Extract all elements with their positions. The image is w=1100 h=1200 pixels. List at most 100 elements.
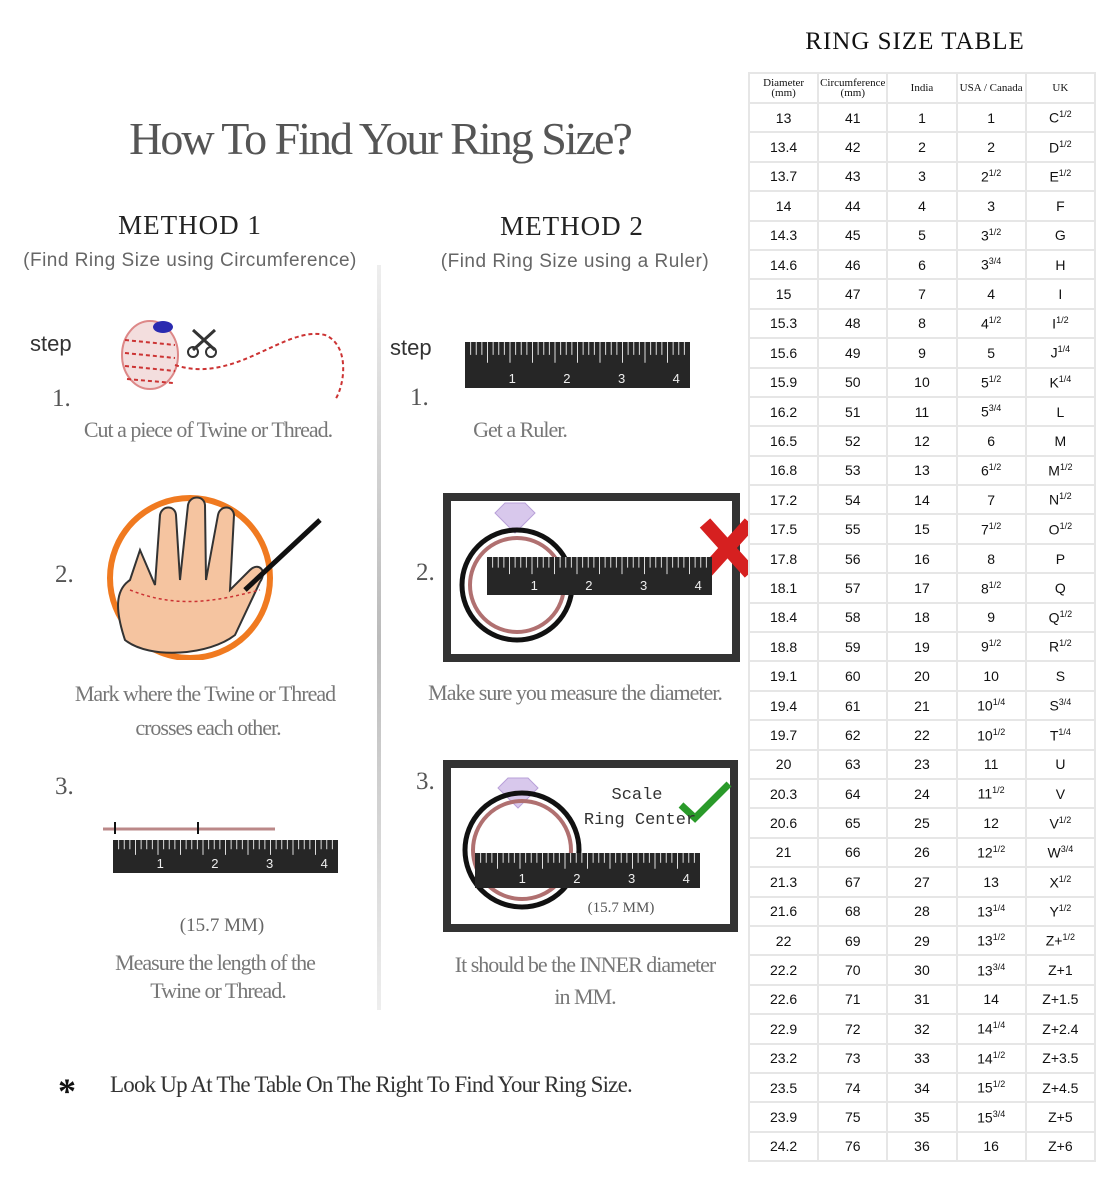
table-row: 23.5 74 34 151/2 Z+4.5 — [750, 1073, 1094, 1102]
table-cell: I1/2 — [1026, 309, 1094, 338]
cell-fraction: 1/2 — [1059, 638, 1072, 649]
cell-fraction: 1/2 — [992, 1049, 1006, 1060]
table-cell: 18 — [888, 603, 956, 632]
table-row: 17.2 54 14 7 N1/2 — [750, 486, 1094, 514]
table-cell: 44 — [819, 192, 887, 220]
cell-fraction: 3/4 — [988, 256, 1002, 267]
cell-value: R — [1049, 639, 1060, 656]
table-cell: 1 — [957, 104, 1025, 132]
ruler-label: 4 — [673, 371, 680, 386]
table-cell: 16.2 — [750, 397, 818, 426]
table-cell: 14.6 — [750, 250, 818, 279]
cell-value: 13 — [977, 962, 993, 979]
cell-value: M — [1048, 462, 1060, 479]
table-cell: 101/2 — [957, 721, 1025, 749]
ruler-label: 1 — [157, 856, 164, 871]
cell-value: C — [1049, 110, 1060, 127]
table-cell: 18.8 — [750, 633, 818, 661]
cell-value: 6 — [981, 462, 989, 479]
table-cell: S3/4 — [1026, 691, 1094, 720]
footnote: Look Up At The Table On The Right To Fin… — [110, 1072, 633, 1097]
step-text: Measure the length of the — [115, 950, 316, 975]
table-cell: 56 — [819, 544, 887, 573]
table-cell: 13.4 — [750, 133, 818, 161]
table-cell: E1/2 — [1026, 162, 1094, 191]
ruler: 1 2 3 4 — [475, 853, 700, 888]
ruler-label: 3 — [640, 578, 647, 593]
method-subtitle: (Find Ring Size using a Ruler) — [440, 251, 710, 272]
cell-value: 5 — [981, 374, 989, 391]
table-cell: 12 — [957, 809, 1025, 837]
table-cell: 15.6 — [750, 339, 818, 367]
table-row: 18.1 57 17 81/2 Q — [750, 574, 1094, 602]
table-cell: 14 — [750, 192, 818, 220]
table-cell: 13 — [957, 868, 1025, 896]
cell-value: 7 — [981, 521, 989, 538]
ruler-label: 4 — [321, 856, 328, 871]
table-cell: 45 — [819, 221, 887, 249]
table-cell: 153/4 — [957, 1103, 1025, 1131]
cell-value: I — [1052, 315, 1057, 332]
table-cell: 13 — [888, 456, 956, 485]
cell-value: 13 — [977, 932, 993, 949]
table-cell: H — [1026, 250, 1094, 279]
table-title: RING SIZE TABLE — [805, 28, 1025, 55]
table-cell: 20.6 — [750, 809, 818, 837]
table-cell: 75 — [819, 1103, 887, 1131]
cell-fraction: 1/2 — [988, 373, 1002, 384]
table-cell: 25 — [888, 809, 956, 837]
table-cell: 3 — [957, 192, 1025, 220]
table-cell: 23.9 — [750, 1103, 818, 1131]
ruler-label: 2 — [585, 578, 592, 593]
table-cell: 66 — [819, 838, 887, 867]
table-cell: 6 — [957, 427, 1025, 455]
table-cell: Z+1 — [1026, 956, 1094, 984]
divider — [377, 265, 381, 1010]
cell-fraction: 1/2 — [1058, 873, 1072, 884]
table-cell: 22 — [888, 721, 956, 749]
table-row: 17.8 56 16 8 P — [750, 544, 1094, 573]
table-cell: 33 — [888, 1044, 956, 1072]
table-cell: 69 — [819, 926, 887, 955]
table-cell: 20.3 — [750, 779, 818, 808]
table-cell: 53 — [819, 456, 887, 485]
table-cell: J1/4 — [1026, 339, 1094, 367]
table-cell: 19.4 — [750, 691, 818, 720]
cell-fraction: 1/2 — [1059, 520, 1073, 531]
cell-value: O — [1048, 521, 1060, 538]
table-cell: 22 — [750, 926, 818, 955]
column-header: Diameter (mm) — [750, 74, 818, 102]
table-cell: 20 — [888, 662, 956, 690]
table-cell: Z+5 — [1026, 1103, 1094, 1131]
twine-spool-illustration — [121, 320, 345, 400]
table-cell: 17.8 — [750, 544, 818, 573]
table-cell: 30 — [888, 956, 956, 984]
table-cell: 57 — [819, 574, 887, 602]
step-text: Make sure you measure the diameter. — [428, 680, 723, 705]
table-cell: 58 — [819, 603, 887, 632]
cell-fraction: 1/2 — [988, 638, 1002, 649]
table-cell: G — [1026, 221, 1094, 249]
table-cell: 50 — [819, 368, 887, 396]
table-cell: 17.2 — [750, 486, 818, 514]
table-cell: M — [1026, 427, 1094, 455]
ruler: 1 2 3 4 — [465, 342, 690, 388]
cell-value: 3 — [981, 227, 989, 244]
cell-fraction: 1/2 — [1059, 491, 1072, 502]
measurement: (15.7 MM) — [179, 915, 265, 936]
table-cell: 35 — [888, 1103, 956, 1131]
table-cell: 2 — [888, 133, 956, 161]
cell-fraction: 1/2 — [992, 726, 1006, 737]
twine-line — [103, 822, 275, 834]
table-cell: N1/2 — [1026, 486, 1094, 514]
table-row: 20.6 65 25 12 V1/2 — [750, 809, 1094, 837]
title: How To Find Your Ring Size? — [129, 113, 633, 164]
cell-fraction: 1/2 — [988, 462, 1002, 473]
table-cell: 60 — [819, 662, 887, 690]
table-cell: 12 — [888, 427, 956, 455]
table-row: 18.8 59 19 91/2 R1/2 — [750, 633, 1094, 661]
table-cell: 51 — [819, 397, 887, 426]
scale-label: Scale — [611, 786, 663, 805]
cell-fraction: 1/2 — [992, 844, 1006, 855]
table-cell: 7 — [957, 486, 1025, 514]
